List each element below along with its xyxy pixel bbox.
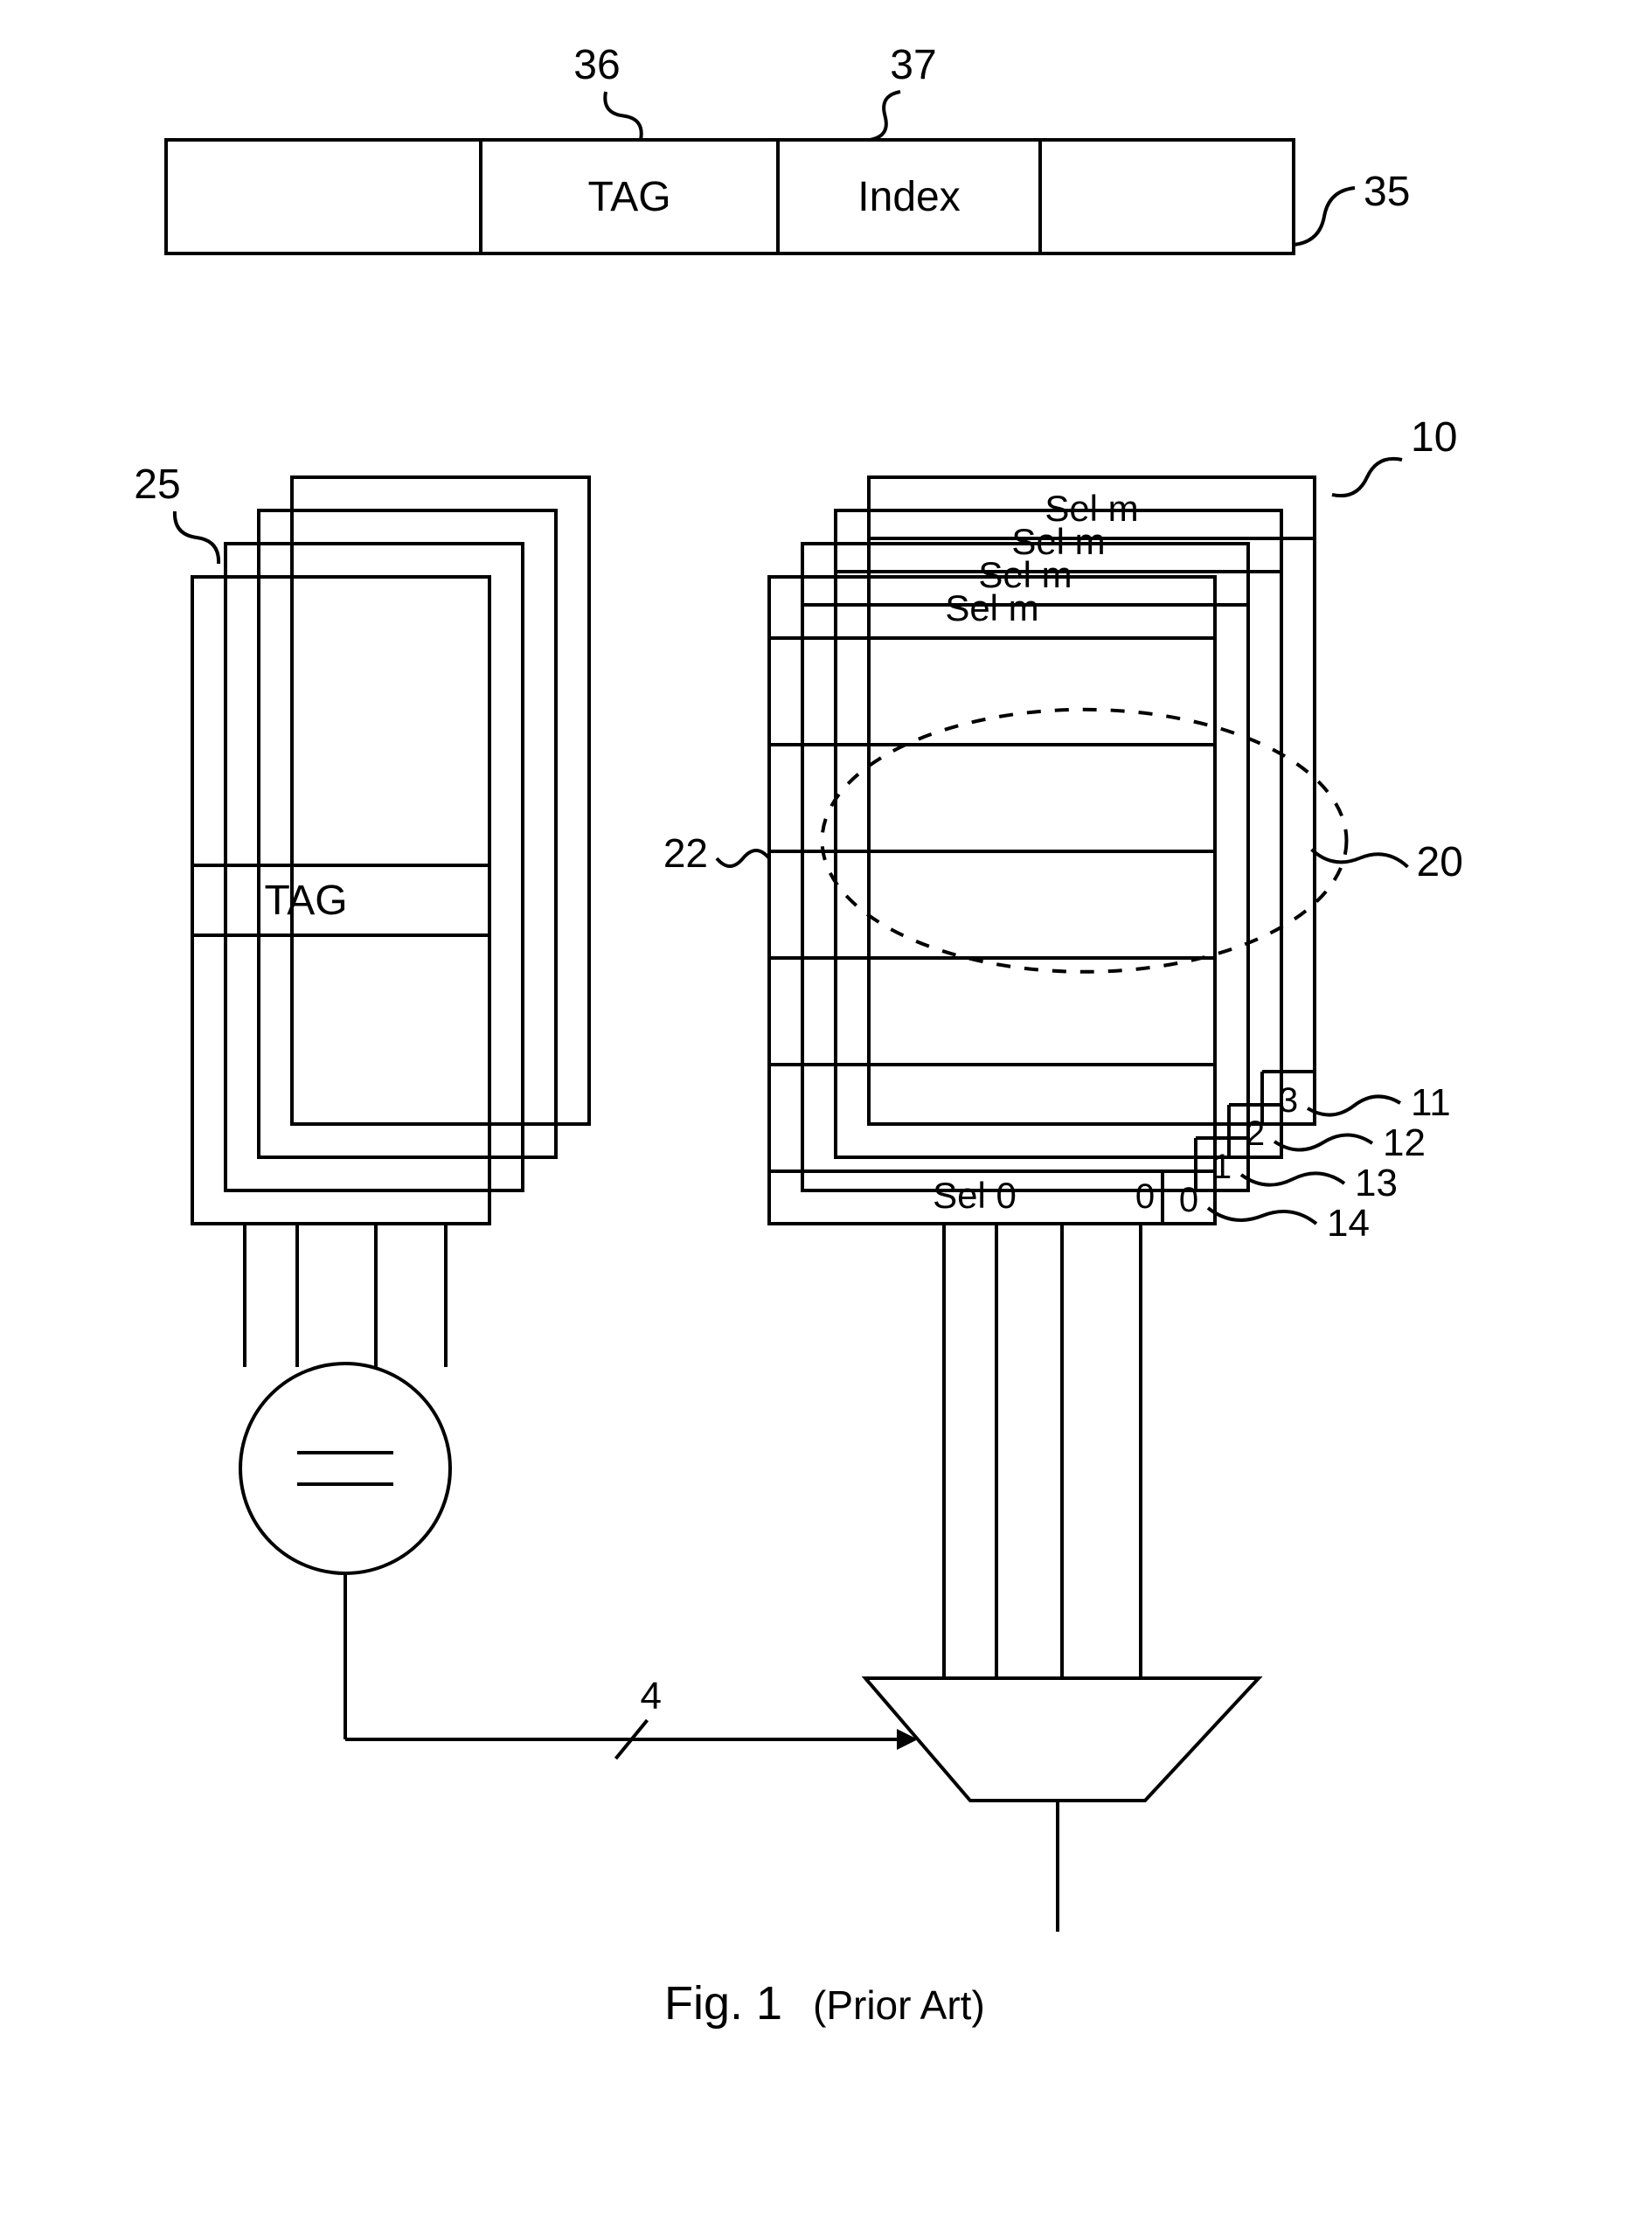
ref-12: 12 [1383, 1121, 1426, 1164]
plate-number: 0 [1179, 1181, 1198, 1219]
ref-20: 20 [1417, 839, 1463, 885]
bus-width-label: 4 [641, 1675, 662, 1718]
sel-0-index: 0 [1135, 1177, 1155, 1216]
ref-22: 22 [663, 830, 708, 876]
ref-35: 35 [1364, 169, 1410, 215]
ref-11: 11 [1411, 1081, 1451, 1124]
tag-row-label: TAG [264, 878, 347, 924]
figure-caption: Fig. 1 [664, 1977, 782, 2030]
comparator [240, 1364, 450, 1573]
sel-0-label: Sel 0 [933, 1175, 1017, 1216]
arrowhead [897, 1729, 918, 1750]
sel-m-label: Sel m [945, 587, 1038, 628]
set-ellipse [823, 710, 1347, 972]
address-field-label: TAG [587, 174, 670, 220]
ref-10: 10 [1411, 414, 1457, 461]
ref-14: 14 [1327, 1202, 1370, 1245]
figure-caption-suffix: (Prior Art) [813, 1982, 985, 2028]
ref-37: 37 [890, 42, 936, 88]
ref-25: 25 [134, 462, 180, 508]
ref-13: 13 [1355, 1162, 1398, 1204]
address-field-label: Index [857, 174, 960, 220]
ref-36: 36 [573, 42, 620, 88]
